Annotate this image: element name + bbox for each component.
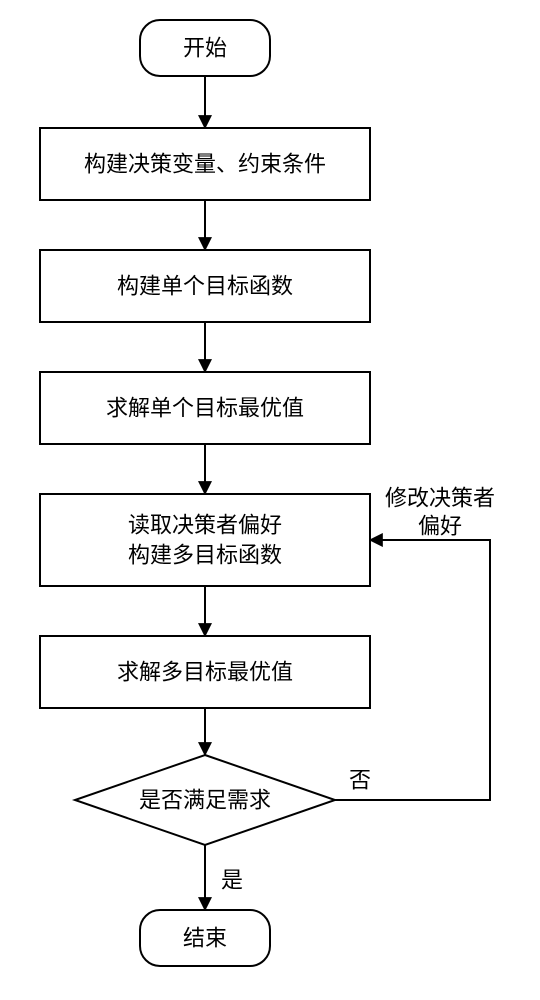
n2-label: 构建单个目标函数: [117, 274, 293, 299]
n3-label: 求解单个目标最优值: [106, 396, 304, 421]
start-label: 开始: [183, 36, 227, 61]
n4-label: 读取决策者偏好: [128, 513, 282, 538]
flowchart: 开始构建决策变量、约束条件构建单个目标函数求解单个目标最优值读取决策者偏好构建多…: [0, 0, 540, 1000]
edge-7-label3: 偏好: [418, 514, 462, 539]
n1-label: 构建决策变量、约束条件: [84, 152, 326, 177]
edge-7-label2: 修改决策者: [385, 486, 495, 511]
edge-6-label: 是: [221, 868, 243, 893]
n4-label: 构建多目标函数: [128, 542, 282, 567]
edge-7-label: 否: [349, 768, 371, 793]
dec-label: 是否满足需求: [139, 788, 271, 813]
n4-node: [40, 494, 370, 586]
n5-label: 求解多目标最优值: [117, 660, 293, 685]
end-label: 结束: [183, 926, 227, 951]
